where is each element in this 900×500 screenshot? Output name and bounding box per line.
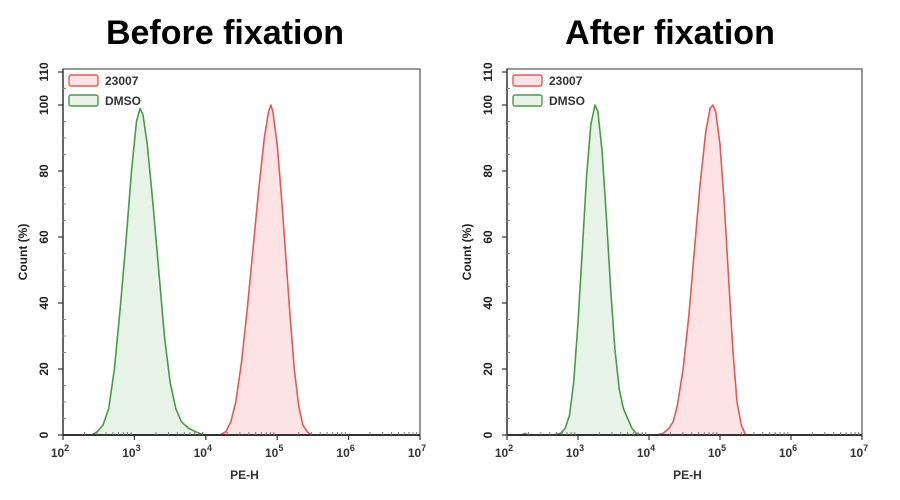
legend-label: 23007 — [105, 74, 139, 88]
y-tick-label: 40 — [37, 296, 51, 310]
x-tick-label: 104 — [637, 443, 655, 460]
x-axis-label: PE-H — [230, 468, 259, 482]
y-tick-label: 20 — [37, 362, 51, 376]
legend-swatch — [68, 74, 99, 87]
legend-item-dmso: DMSO — [512, 94, 585, 108]
panel-before-fixation: Before fixation 102 103 104 105 106 107 0 20 40 6… — [16, 14, 426, 482]
y-tick-label: 100 — [481, 95, 495, 115]
histogram-fill-23007 — [220, 105, 312, 435]
x-tick-label: 107 — [850, 443, 868, 460]
x-tick-label: 105 — [708, 443, 726, 460]
x-axis-label: PE-H — [673, 468, 702, 482]
panel-after-fixation: After fixation 102 103 104 105 106 107 0 20 40 60… — [445, 0, 895, 500]
x-tick-label: 107 — [408, 443, 426, 460]
y-tick-label: 110 — [481, 62, 495, 82]
y-tick-label: 110 — [37, 62, 51, 82]
y-tick-label: 40 — [481, 296, 495, 310]
y-tick-label: 0 — [481, 431, 495, 438]
x-tick-label: 104 — [194, 443, 212, 460]
x-tick-label: 106 — [779, 443, 797, 460]
x-tick-label: 106 — [336, 443, 354, 460]
legend-item-23007: 23007 — [512, 74, 583, 88]
legend-label: 23007 — [549, 74, 583, 88]
legend-swatch — [512, 94, 543, 107]
legend-item-23007: 23007 — [68, 74, 139, 88]
y-tick-label: 20 — [481, 362, 495, 376]
chart-title: Before fixation — [105, 14, 345, 52]
histogram-fill-dmso — [553, 105, 642, 435]
legend-label: DMSO — [549, 94, 585, 108]
histogram-fill-23007 — [521, 105, 746, 435]
legend-swatch — [512, 74, 543, 87]
histogram-line-dmso — [91, 107, 204, 436]
legend-item-dmso: DMSO — [68, 94, 141, 108]
legend-swatch — [68, 94, 99, 107]
chart-title: After fixation — [565, 14, 775, 52]
y-axis-label: Count (%) — [460, 224, 474, 281]
y-axis-label: Count (%) — [16, 224, 30, 281]
y-tick-label: 100 — [37, 95, 51, 115]
y-tick-label: 80 — [481, 164, 495, 178]
legend-label: DMSO — [105, 94, 141, 108]
x-tick-label: 103 — [122, 443, 140, 460]
y-tick-label: 80 — [37, 164, 51, 178]
y-tick-label: 60 — [37, 230, 51, 244]
histogram-fill-dmso — [91, 108, 203, 436]
x-tick-label: 102 — [495, 443, 513, 460]
y-tick-label: 0 — [37, 431, 51, 438]
histogram-after-fixation: 102 103 104 105 106 107 0 20 40 60 80 100 110 PE-H Cou… — [460, 62, 868, 482]
x-tick-label: 103 — [566, 443, 584, 460]
histogram-line-dmso — [552, 104, 643, 436]
x-tick-label: 102 — [51, 443, 69, 460]
histogram-line-23007 — [520, 104, 747, 436]
histogram-before-fixation: 102 103 104 105 106 107 0 20 40 60 80 100 110 PE-H Cou… — [16, 62, 426, 482]
histogram-line-23007 — [219, 104, 312, 436]
y-tick-label: 60 — [481, 230, 495, 244]
x-tick-label: 105 — [265, 443, 283, 460]
